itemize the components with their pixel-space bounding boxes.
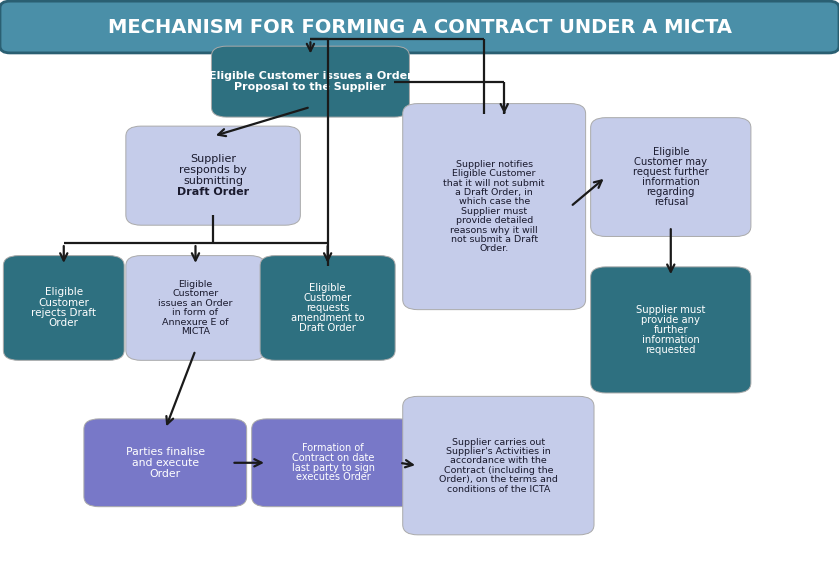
FancyBboxPatch shape	[591, 267, 751, 393]
Text: MECHANISM FOR FORMING A CONTRACT UNDER A MICTA: MECHANISM FOR FORMING A CONTRACT UNDER A…	[107, 17, 732, 37]
Text: and execute: and execute	[132, 458, 199, 468]
Text: Customer: Customer	[172, 289, 219, 298]
Text: Supplier: Supplier	[190, 154, 236, 164]
Text: a Draft Order, in: a Draft Order, in	[456, 188, 533, 197]
FancyBboxPatch shape	[403, 396, 594, 535]
Text: Order: Order	[49, 319, 79, 328]
Text: Supplier must: Supplier must	[636, 305, 706, 315]
Text: Annexure E of: Annexure E of	[162, 318, 229, 327]
Text: refusal: refusal	[654, 197, 688, 207]
Text: conditions of the ICTA: conditions of the ICTA	[446, 485, 550, 494]
FancyBboxPatch shape	[591, 118, 751, 236]
Text: MICTA: MICTA	[181, 327, 210, 336]
Text: Order.: Order.	[480, 244, 508, 253]
FancyBboxPatch shape	[84, 419, 247, 507]
Text: request further: request further	[633, 167, 709, 177]
FancyBboxPatch shape	[252, 419, 414, 507]
Text: Eligible: Eligible	[653, 147, 689, 157]
FancyBboxPatch shape	[211, 46, 409, 117]
Text: Draft Order: Draft Order	[300, 323, 356, 333]
Text: Supplier carries out: Supplier carries out	[452, 437, 545, 446]
FancyBboxPatch shape	[3, 256, 124, 360]
Text: Customer: Customer	[304, 293, 352, 303]
Text: Formation of: Formation of	[302, 443, 364, 453]
Text: Eligible: Eligible	[44, 288, 83, 297]
Text: not submit a Draft: not submit a Draft	[451, 235, 538, 244]
Text: submitting: submitting	[183, 176, 243, 186]
Text: Contract on date: Contract on date	[292, 453, 374, 463]
Text: Customer: Customer	[39, 298, 89, 308]
Text: Supplier notifies: Supplier notifies	[456, 160, 533, 169]
Text: that it will not submit: that it will not submit	[444, 178, 545, 187]
Text: Eligible Customer: Eligible Customer	[452, 169, 536, 178]
Text: Parties finalise: Parties finalise	[126, 447, 205, 457]
FancyBboxPatch shape	[403, 104, 586, 310]
Text: rejects Draft: rejects Draft	[31, 308, 96, 318]
Text: Supplier's Activities in: Supplier's Activities in	[446, 447, 550, 456]
Text: Eligible: Eligible	[310, 283, 346, 293]
Text: further: further	[654, 325, 688, 335]
FancyBboxPatch shape	[260, 256, 395, 360]
Text: reasons why it will: reasons why it will	[451, 226, 538, 235]
Text: Supplier must: Supplier must	[461, 207, 527, 216]
FancyBboxPatch shape	[126, 256, 265, 360]
Text: Contract (including the: Contract (including the	[444, 466, 553, 475]
FancyBboxPatch shape	[0, 1, 839, 53]
Text: which case the: which case the	[459, 198, 529, 207]
Text: in form of: in form of	[173, 308, 218, 317]
Text: responds by: responds by	[180, 165, 247, 175]
Text: Order: Order	[149, 468, 181, 479]
Text: Draft Order: Draft Order	[177, 187, 249, 197]
Text: information: information	[642, 335, 700, 345]
Text: requested: requested	[645, 345, 696, 355]
Text: requests: requests	[306, 303, 349, 313]
Text: last party to sign: last party to sign	[292, 463, 374, 472]
Text: executes Order: executes Order	[295, 472, 371, 482]
Text: Proposal to the Supplier: Proposal to the Supplier	[234, 82, 387, 92]
Text: amendment to: amendment to	[291, 313, 364, 323]
Text: Eligible Customer issues a Order: Eligible Customer issues a Order	[209, 71, 412, 81]
Text: provide any: provide any	[641, 315, 701, 325]
FancyBboxPatch shape	[126, 126, 300, 225]
Text: Order), on the terms and: Order), on the terms and	[439, 475, 558, 484]
Text: information: information	[642, 177, 700, 187]
Text: Eligible: Eligible	[179, 280, 212, 289]
Text: accordance with the: accordance with the	[450, 457, 547, 466]
Text: provide detailed: provide detailed	[456, 216, 533, 225]
Text: Customer may: Customer may	[634, 157, 707, 167]
Text: regarding: regarding	[647, 187, 695, 197]
Text: issues an Order: issues an Order	[159, 299, 232, 308]
